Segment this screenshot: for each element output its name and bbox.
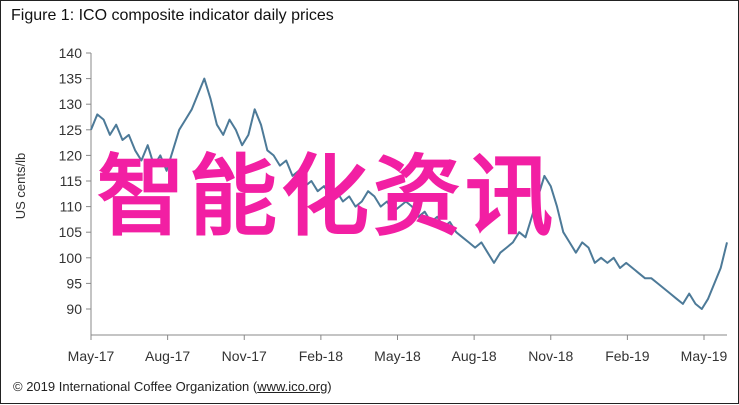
x-tick-label: Aug-17 <box>145 348 190 364</box>
y-tick-label: 105 <box>59 224 83 240</box>
copyright-credit: © 2019 International Coffee Organization… <box>13 379 332 394</box>
chart-title: Figure 1: ICO composite indicator daily … <box>11 7 334 24</box>
y-tick-label: 90 <box>66 301 82 317</box>
x-tick-label: Feb-19 <box>605 348 650 364</box>
price-series-line <box>90 77 728 310</box>
x-tick-label: Aug-18 <box>452 348 497 364</box>
y-tick-label: 125 <box>59 122 83 138</box>
y-tick-label: 120 <box>59 147 83 163</box>
x-tick-label: Nov-18 <box>528 348 573 364</box>
y-tick-label: 100 <box>59 250 83 266</box>
y-tick-label: 115 <box>60 173 83 189</box>
y-tick-label: 140 <box>59 45 83 61</box>
y-tick-label: 95 <box>66 275 82 291</box>
x-tick-label: Nov-17 <box>222 348 267 364</box>
y-tick-label: 130 <box>59 96 83 112</box>
x-tick-label: May-18 <box>374 348 421 364</box>
ico-link[interactable]: www.ico.org <box>257 379 328 394</box>
y-tick-label: 135 <box>59 71 83 87</box>
x-tick-label: Feb-18 <box>299 348 344 364</box>
credit-prefix: © 2019 International Coffee Organization… <box>13 379 258 394</box>
y-tick-label: 110 <box>60 199 83 215</box>
y-axis-label: US cents/lb <box>13 153 28 219</box>
credit-suffix: ) <box>327 379 332 394</box>
x-tick-label: May-17 <box>68 348 115 364</box>
watermark-text: 智能化资讯 <box>97 145 558 248</box>
x-tick-label: May-19 <box>681 348 728 364</box>
